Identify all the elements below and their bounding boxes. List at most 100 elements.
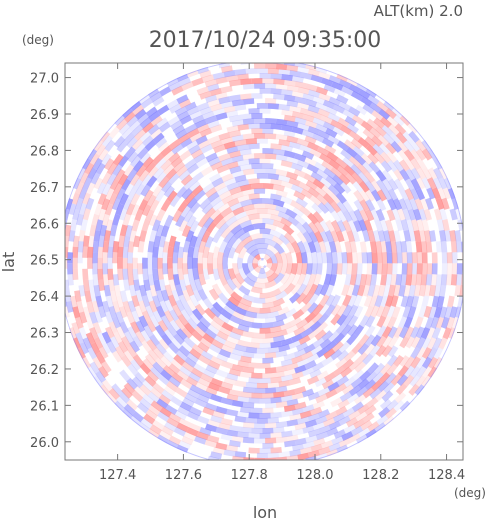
radar-cell [78, 187, 88, 200]
radar-cell [312, 117, 326, 127]
radar-cell [262, 148, 274, 155]
radar-cell [322, 417, 336, 428]
radar-cell [359, 315, 370, 328]
radar-cell [331, 81, 344, 91]
radar-cell [167, 294, 178, 307]
radar-cell [435, 197, 445, 210]
radar-cell [444, 230, 452, 242]
radar-cell [331, 251, 338, 264]
radar-cell [301, 366, 315, 377]
radar-cell [218, 385, 231, 395]
radar-cell [196, 431, 209, 441]
radar-cell [378, 371, 391, 384]
radar-cell [197, 393, 210, 404]
radar-cell [292, 206, 305, 218]
radar-cell [231, 170, 244, 179]
radar-cell [341, 85, 354, 96]
radar-cell [234, 272, 245, 285]
radar-cell [230, 224, 243, 236]
radar-cell [433, 284, 442, 297]
radar-cell [318, 92, 331, 102]
radar-cell [166, 439, 179, 450]
radar-cell [351, 172, 363, 185]
radar-cell [146, 194, 157, 207]
radar-cell [141, 295, 151, 308]
radar-cell [327, 184, 340, 196]
radar-cell [400, 218, 409, 232]
radar-cell [405, 168, 416, 181]
radar-cell [275, 189, 288, 198]
radar-cell [307, 449, 320, 459]
radar-cell [265, 153, 277, 160]
radar-cell [301, 150, 315, 160]
radar-cell [290, 333, 304, 343]
radar-cell [184, 101, 197, 112]
radar-cell [353, 294, 363, 307]
radar-cell [248, 397, 260, 404]
radar-cell [212, 213, 225, 225]
radar-cell [180, 308, 192, 322]
radar-cell [353, 305, 364, 318]
radar-cell [150, 115, 163, 127]
radar-cell [328, 158, 341, 170]
radar-cell [426, 177, 437, 190]
radar-cell [333, 365, 346, 377]
radar-cell [243, 239, 256, 251]
x-axis-label: lon [253, 503, 277, 521]
radar-cell [82, 268, 89, 281]
radar-cell [307, 391, 320, 401]
radar-cell [180, 378, 193, 390]
radar-cell [381, 169, 393, 182]
radar-cell [166, 99, 179, 110]
y-tick-label: 26.0 [30, 436, 59, 451]
radar-cell [146, 175, 158, 188]
radar-cell [242, 421, 255, 429]
radar-cell [449, 230, 457, 242]
radar-cell [327, 381, 340, 392]
radar-cell [97, 193, 107, 206]
radar-cell [71, 192, 81, 205]
radar-cell [308, 230, 319, 244]
plot-area [65, 63, 463, 460]
radar-cell [191, 184, 204, 197]
radar-cell [390, 274, 398, 286]
radar-cell [159, 300, 169, 313]
radar-cell [257, 248, 268, 255]
radar-cell [305, 434, 318, 444]
radar-cell [333, 182, 346, 195]
radar-cell [371, 109, 384, 121]
radar-cell [273, 391, 285, 399]
radar-cell [112, 183, 123, 196]
radar-cell [278, 68, 291, 76]
plot-frame [64, 62, 464, 461]
radar-cell [451, 197, 461, 210]
radar-cell [212, 446, 225, 455]
radar-cell [175, 214, 186, 228]
radar-cell [280, 195, 293, 205]
radar-cell [328, 273, 337, 287]
radar-cell [450, 241, 458, 253]
radar-cell [275, 153, 288, 162]
radar-cell [147, 252, 154, 264]
radar-cell [293, 348, 306, 358]
radar-cell [386, 209, 396, 222]
radar-cell [278, 343, 291, 353]
radar-cell [351, 284, 361, 297]
radar-cell [294, 364, 307, 374]
radar-cell [294, 96, 307, 105]
radar-cell [443, 177, 454, 190]
radar-cell [351, 342, 363, 355]
radar-cell [105, 187, 115, 201]
radar-cell [242, 293, 255, 303]
radar-cell [262, 372, 274, 379]
radar-cell [380, 240, 388, 253]
radar-cell [145, 409, 158, 421]
radar-cell [430, 274, 438, 286]
radar-cell [144, 161, 157, 174]
radar-cell [366, 396, 379, 409]
radar-cell [355, 104, 368, 116]
radar-cell [181, 361, 194, 373]
radar-cell [217, 292, 230, 305]
radar-cell [242, 133, 255, 141]
radar-cell [229, 389, 241, 397]
